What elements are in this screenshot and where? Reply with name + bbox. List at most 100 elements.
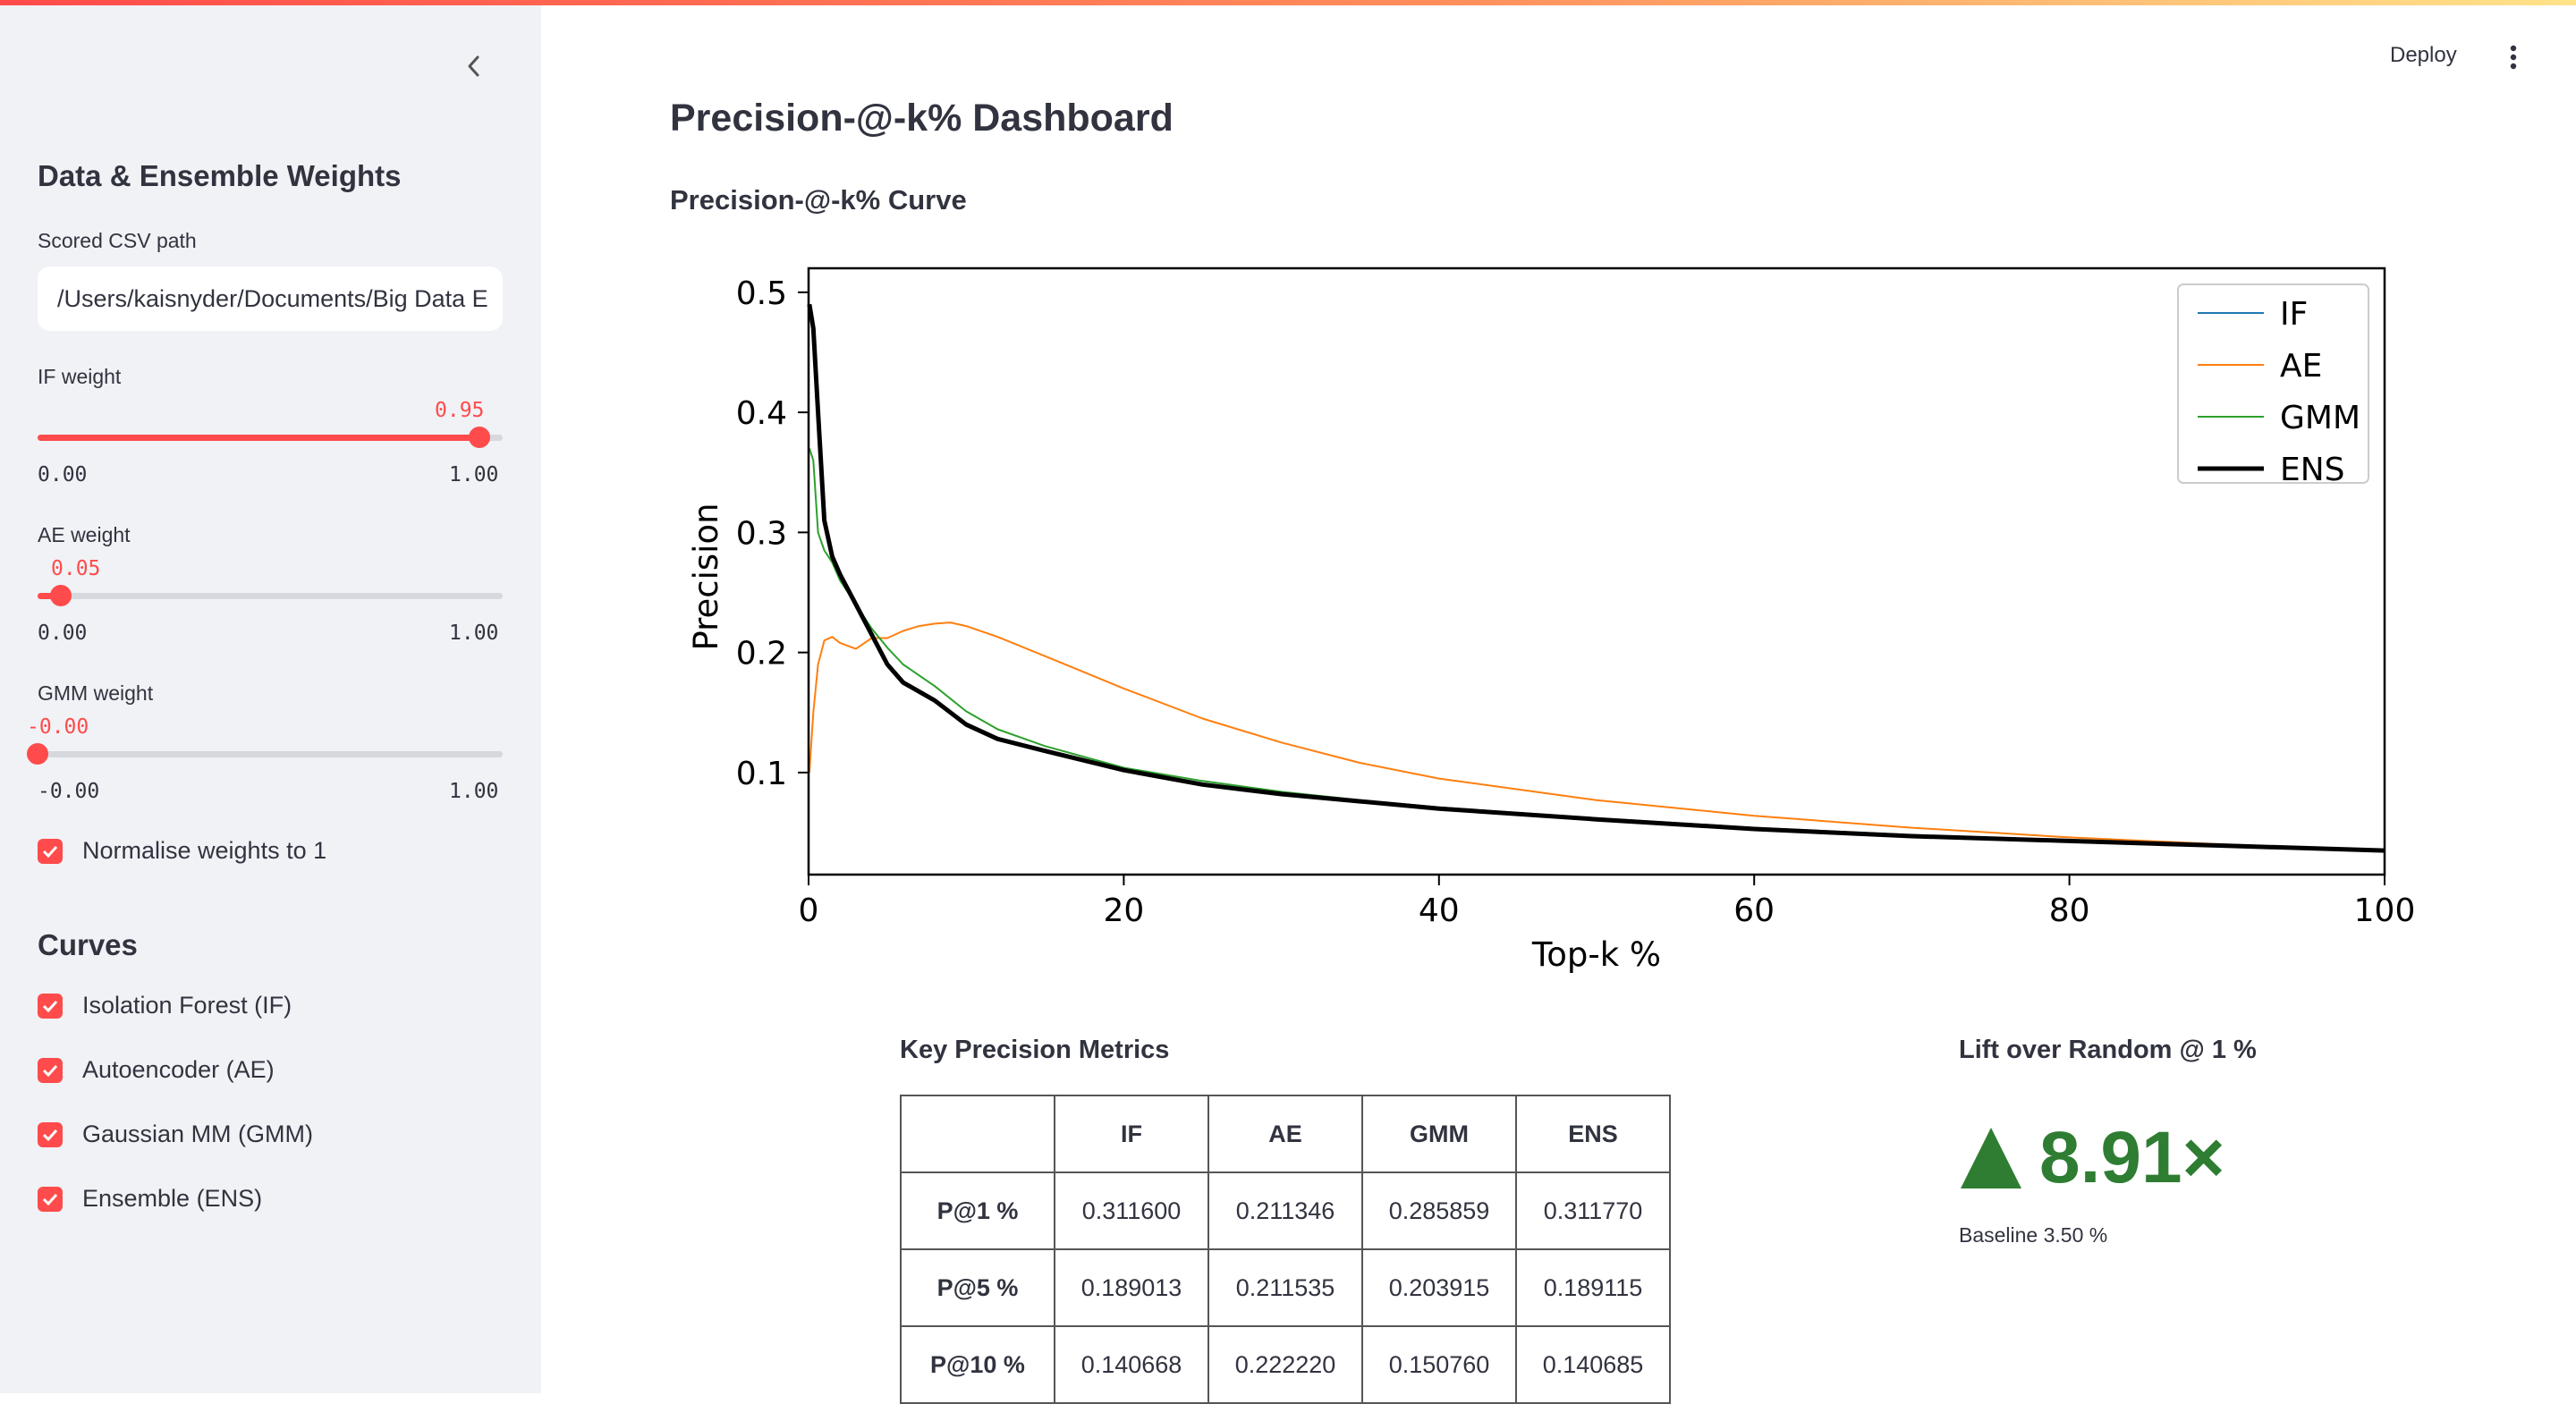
triangle-up-icon (1961, 1128, 2021, 1188)
deploy-button[interactable]: Deploy (2390, 43, 2457, 67)
metrics-cell: 0.140685 (1515, 1325, 1671, 1404)
metrics-cell: 0.189115 (1515, 1248, 1671, 1327)
metrics-cell: 0.189013 (1054, 1248, 1209, 1327)
x-axis-label: Top-k % (1531, 935, 1661, 974)
slider-max: 1.00 (449, 463, 499, 486)
y-tick-label: 0.4 (736, 395, 787, 432)
csv-path-label: Scored CSV path (38, 229, 197, 252)
ae-weight-value: 0.05 (51, 557, 101, 580)
y-tick-label: 0.1 (736, 756, 787, 792)
series-line-ens (807, 303, 2385, 853)
lift-baseline: Baseline 3.50 % (1959, 1223, 2108, 1247)
slider-max: 1.00 (449, 780, 499, 803)
gmm-weight-slider[interactable] (27, 743, 503, 765)
curves-title: Curves (38, 928, 138, 961)
slider-thumb[interactable] (469, 427, 490, 448)
y-tick-label: 0.3 (736, 515, 787, 552)
metrics-column-header: IF (1054, 1095, 1209, 1173)
x-tick-label: 0 (799, 892, 819, 929)
slider-thumb[interactable] (27, 743, 48, 765)
legend-box (2177, 283, 2369, 484)
if-weight-value: 0.95 (435, 399, 485, 422)
chevron-left-icon (468, 55, 479, 77)
x-tick-label: 60 (1733, 892, 1775, 929)
slider-min: 0.00 (38, 463, 88, 486)
metrics-title: Key Precision Metrics (900, 1036, 1170, 1064)
metrics-table: IF AE GMM ENS P@1 % 0.311600 0.211346 0.285859… (900, 1095, 1671, 1404)
metrics-cell: 0.150760 (1361, 1325, 1517, 1404)
slider-max: 1.00 (449, 622, 499, 645)
metrics-cell: 0.211346 (1208, 1171, 1363, 1250)
ae-weight-slider[interactable] (38, 585, 503, 606)
metrics-cell: 0.211535 (1208, 1248, 1363, 1327)
table-row: P@10 % 0.140668 0.222220 0.150760 0.140685 (900, 1325, 1671, 1404)
csv-path-input[interactable]: /Users/kaisnyder/Documents/Big Data E (38, 266, 503, 331)
legend-label: ENS (2280, 452, 2345, 488)
checkbox-checked-icon (38, 1057, 63, 1083)
x-tick-label: 100 (2354, 892, 2416, 929)
y-tick-label: 0.2 (736, 636, 787, 672)
lift-metric: 8.91× (1959, 1116, 2224, 1200)
slider-fill (38, 593, 61, 599)
metrics-column-header (900, 1095, 1055, 1173)
curve-checkbox-gmm[interactable]: Gaussian MM (GMM) (38, 1121, 313, 1148)
top-accent-bar (0, 0, 2576, 5)
curve-checkbox-ae[interactable]: Autoencoder (AE) (38, 1056, 275, 1084)
lift-value: 8.91× (2039, 1117, 2225, 1198)
y-tick-label: 0.5 (736, 275, 787, 312)
metrics-column-header: AE (1208, 1095, 1363, 1173)
checkbox-checked-icon (38, 1121, 63, 1147)
curve-checkbox-label: Autoencoder (AE) (82, 1056, 275, 1083)
metrics-row-label: P@10 % (900, 1325, 1055, 1404)
ae-weight-label: AE weight (38, 523, 131, 546)
metrics-cell: 0.311770 (1515, 1171, 1671, 1250)
x-tick-label: 80 (2049, 892, 2090, 929)
sidebar: Data & Ensemble Weights Scored CSV path … (0, 5, 541, 1393)
table-row: P@5 % 0.189013 0.211535 0.203915 0.189115 (900, 1248, 1671, 1327)
table-row: P@1 % 0.311600 0.211346 0.285859 0.311770 (900, 1171, 1671, 1250)
curve-checkbox-label: Isolation Forest (IF) (82, 992, 292, 1019)
collapse-sidebar-button[interactable] (458, 50, 490, 82)
y-axis-label: Precision (687, 503, 725, 650)
curve-checkbox-label: Gaussian MM (GMM) (82, 1121, 314, 1147)
metrics-row-label: P@5 % (900, 1248, 1055, 1327)
metrics-column-header: ENS (1515, 1095, 1671, 1173)
normalise-weights-checkbox[interactable]: Normalise weights to 1 (38, 837, 326, 865)
gmm-weight-value: -0.00 (27, 715, 89, 739)
checkbox-checked-icon (38, 1186, 63, 1212)
page-title: Precision-@-k% Dashboard (670, 97, 1174, 140)
x-tick-label: 40 (1419, 892, 1460, 929)
normalise-weights-label: Normalise weights to 1 (82, 837, 327, 864)
curve-checkbox-ens[interactable]: Ensemble (ENS) (38, 1185, 262, 1213)
curve-checkbox-if[interactable]: Isolation Forest (IF) (38, 992, 292, 1019)
sidebar-title: Data & Ensemble Weights (38, 159, 402, 192)
checkbox-checked-icon (38, 838, 63, 864)
legend-label: AE (2280, 348, 2322, 385)
if-weight-label: IF weight (38, 365, 122, 388)
checkbox-checked-icon (38, 993, 63, 1019)
legend-label: GMM (2280, 400, 2360, 436)
series-line-ae (808, 622, 2385, 852)
metrics-cell: 0.140668 (1054, 1325, 1209, 1404)
slider-min: -0.00 (38, 780, 100, 803)
slider-thumb[interactable] (50, 585, 72, 606)
metrics-column-header: GMM (1361, 1095, 1517, 1173)
main-menu-button[interactable] (2501, 41, 2526, 73)
metrics-cell: 0.311600 (1054, 1171, 1209, 1250)
plot-frame (807, 266, 2386, 876)
chart-legend: IF AE GMM ENS (2177, 283, 2369, 488)
x-tick-label: 20 (1103, 892, 1144, 929)
slider-fill (38, 435, 479, 441)
chart-section-title: Precision-@-k% Curve (670, 184, 967, 216)
metrics-cell: 0.203915 (1361, 1248, 1517, 1327)
if-weight-slider[interactable] (38, 427, 503, 448)
curve-checkbox-label: Ensemble (ENS) (82, 1185, 263, 1212)
lift-title: Lift over Random @ 1 % (1959, 1036, 2257, 1064)
precision-chart: 0 20 40 60 80 100 0.1 0.2 0.3 0.4 0.5 Top-k % Prec… (687, 266, 2416, 974)
series-line-if (808, 304, 2385, 852)
metrics-row-label: P@1 % (900, 1171, 1055, 1250)
metrics-cell: 0.222220 (1208, 1325, 1363, 1404)
legend-label: IF (2280, 296, 2308, 333)
metrics-cell: 0.285859 (1361, 1171, 1517, 1250)
gmm-weight-label: GMM weight (38, 681, 154, 705)
